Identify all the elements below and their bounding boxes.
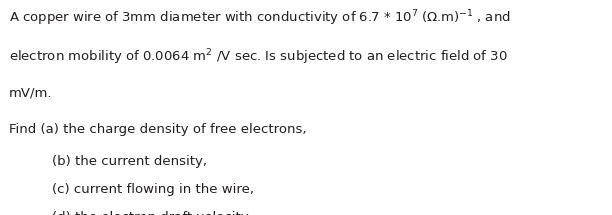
Text: (d) the electron draft velocity.: (d) the electron draft velocity. bbox=[52, 211, 251, 215]
Text: (c) current flowing in the wire,: (c) current flowing in the wire, bbox=[52, 183, 254, 196]
Text: A copper wire of 3mm diameter with conductivity of 6.7 * 10$^{7}$ (Ω.m)$^{-1}$ ,: A copper wire of 3mm diameter with condu… bbox=[9, 9, 511, 28]
Text: electron mobility of 0.0064 m$^{2}$ /V sec. Is subjected to an electric field of: electron mobility of 0.0064 m$^{2}$ /V s… bbox=[9, 47, 508, 67]
Text: mV/m.: mV/m. bbox=[9, 86, 53, 99]
Text: (b) the current density,: (b) the current density, bbox=[52, 155, 207, 168]
Text: Find (a) the charge density of free electrons,: Find (a) the charge density of free elec… bbox=[9, 123, 307, 135]
